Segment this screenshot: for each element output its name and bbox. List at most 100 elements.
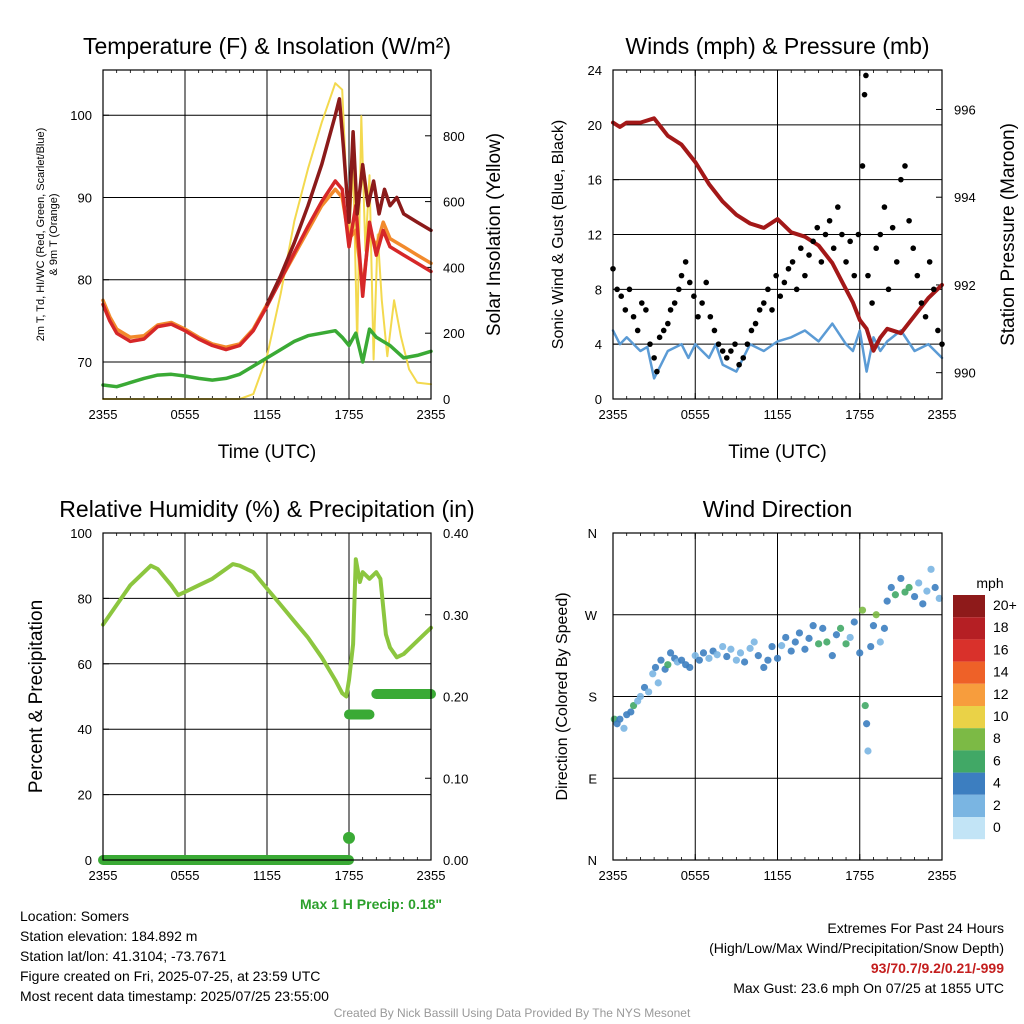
direction-point xyxy=(861,701,869,710)
gust-point xyxy=(835,204,841,210)
gust-point xyxy=(686,279,693,286)
gust-point xyxy=(830,245,837,252)
y-tick-label: 90 xyxy=(78,190,92,205)
x-tick-label: 2355 xyxy=(599,868,628,883)
series-temp xyxy=(265,97,433,307)
gust-point xyxy=(707,313,714,320)
gust-point xyxy=(851,272,858,279)
direction-point xyxy=(863,720,871,728)
legend-swatch xyxy=(953,639,985,662)
direction-point xyxy=(869,622,878,630)
y-tick-label: 20 xyxy=(78,788,92,803)
gust-point xyxy=(798,245,804,252)
direction-point xyxy=(782,633,790,642)
max-precip-label: Max 1 H Precip: 0.18" xyxy=(300,896,443,912)
direction-point xyxy=(713,651,721,659)
direction-point xyxy=(719,642,727,651)
x-tick-label: 1155 xyxy=(764,868,792,883)
y2-tick-label: 400 xyxy=(443,260,465,275)
direction-point xyxy=(842,640,850,648)
direction-point xyxy=(616,715,624,723)
direction-point xyxy=(746,644,754,652)
gust-point xyxy=(873,245,879,252)
series-dew xyxy=(101,327,433,389)
legend-label: 16 xyxy=(993,641,1009,657)
direction-point xyxy=(666,649,675,657)
extremes-panel: Extremes For Past 24 Hours (High/Low/Max… xyxy=(709,918,1004,998)
x-tick-label: 0555 xyxy=(171,407,200,422)
direction-point xyxy=(768,642,776,651)
gust-point xyxy=(902,163,908,169)
direction-point xyxy=(828,652,836,660)
y-tick-label: 100 xyxy=(70,526,92,541)
gust-point xyxy=(810,238,816,245)
direction-point xyxy=(815,640,823,648)
direction-point xyxy=(727,645,735,653)
latlon-text: Station lat/lon: 41.3104; -73.7671 xyxy=(20,948,227,964)
gust-point xyxy=(634,327,641,334)
gust-point xyxy=(918,300,925,306)
gust-point xyxy=(781,279,788,286)
chart-title: Wind Direction xyxy=(703,496,853,522)
gust-point xyxy=(626,286,633,293)
y-tick-label: E xyxy=(588,771,597,786)
y2-tick-label: 996 xyxy=(954,102,976,117)
legend-swatch xyxy=(953,772,985,795)
y2-tick-label: 992 xyxy=(954,278,976,293)
gust-point xyxy=(863,72,869,79)
y-axis-label-line: & 9m T (Orange) xyxy=(48,193,60,275)
location-text: Location: Somers xyxy=(20,908,129,924)
extremes-values: 93/70.7/9.2/0.21/-999 xyxy=(870,960,1004,976)
direction-point xyxy=(876,638,884,646)
y-tick-label: 24 xyxy=(588,63,602,78)
gust-point xyxy=(703,279,710,286)
legend-label: 20+ xyxy=(993,597,1017,613)
gust-point xyxy=(638,300,645,306)
legend-label: 10 xyxy=(993,708,1009,724)
direction-point xyxy=(627,708,635,716)
gust-point xyxy=(843,259,849,265)
direction-point xyxy=(773,654,782,662)
direction-point xyxy=(686,663,694,672)
direction-point xyxy=(791,638,799,646)
direction-point xyxy=(891,591,899,599)
gust-point xyxy=(760,300,767,306)
direction-point xyxy=(764,656,772,664)
direction-point xyxy=(801,645,809,653)
direction-point xyxy=(723,652,731,661)
direction-point xyxy=(750,638,758,646)
direction-point xyxy=(905,583,913,592)
x-tick-label: 1755 xyxy=(335,407,364,422)
y2-axis-label: Station Pressure (Maroon) xyxy=(998,123,1019,346)
direction-point xyxy=(741,658,749,666)
y2-tick-label: 0.20 xyxy=(443,690,468,705)
created-text: Figure created on Fri, 2025-07-25, at 23… xyxy=(20,968,321,984)
direction-point xyxy=(883,597,891,605)
station-info: Location: Somers Station elevation: 184.… xyxy=(20,906,329,1006)
x-tick-label: 1155 xyxy=(253,868,281,883)
y-axis-label: 2m T, Td, HI/WC (Red, Green, Scarlet/Blu… xyxy=(35,128,60,342)
y-tick-label: 8 xyxy=(595,282,602,297)
gust-point xyxy=(814,224,821,231)
direction-point xyxy=(695,656,703,664)
chart-title: Relative Humidity (%) & Precipitation (i… xyxy=(59,496,474,522)
legend-label: 6 xyxy=(993,752,1001,768)
gust-point xyxy=(656,334,663,341)
y-tick-label: 80 xyxy=(78,273,92,288)
y-tick-label: 70 xyxy=(78,355,92,370)
direction-point xyxy=(923,587,931,595)
x-tick-label: 1155 xyxy=(764,407,792,422)
x-tick-label: 0555 xyxy=(681,868,710,883)
gust-point xyxy=(756,307,763,313)
gust-point xyxy=(630,313,637,320)
gust-point xyxy=(881,204,888,210)
gust-point xyxy=(719,348,726,354)
direction-point xyxy=(805,634,813,642)
y2-tick-label: 0.30 xyxy=(443,608,468,623)
direction-point xyxy=(919,600,927,608)
legend-label: 12 xyxy=(993,686,1009,702)
gust-point xyxy=(839,231,845,238)
x-tick-label: 2355 xyxy=(417,407,446,422)
x-tick-label: 1755 xyxy=(845,407,874,422)
gust-point xyxy=(822,231,829,238)
